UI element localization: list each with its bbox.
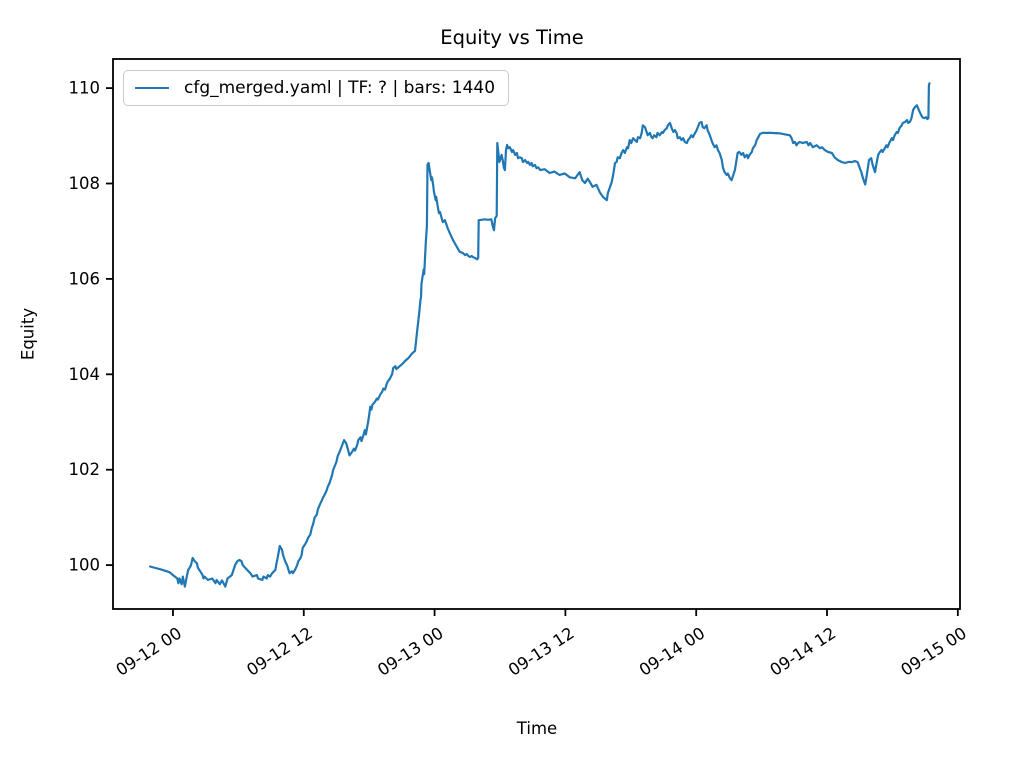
legend-line-sample-icon — [135, 87, 169, 89]
x-tick-label: 09-12 00 — [113, 623, 186, 679]
y-tick-label: 100 — [69, 556, 101, 575]
y-tick-label: 106 — [69, 269, 101, 288]
x-tick-label: 09-14 12 — [767, 623, 840, 679]
x-tick-label: 09-13 12 — [505, 623, 578, 679]
equity-line-series — [149, 82, 931, 588]
x-tick-label: 09-15 00 — [897, 623, 970, 679]
x-tick-label: 09-13 00 — [374, 623, 447, 679]
legend-label: cfg_merged.yaml | TF: ? | bars: 1440 — [184, 78, 496, 98]
y-tick-label: 104 — [69, 365, 101, 384]
x-axis-label: Time — [516, 719, 558, 738]
y-tick-label: 102 — [69, 460, 101, 479]
y-tick-label: 110 — [69, 79, 101, 98]
y-tick-label: 108 — [69, 174, 101, 193]
plot-area — [112, 58, 961, 610]
chart-title: Equity vs Time — [440, 26, 584, 49]
x-tick-label: 09-14 00 — [636, 623, 709, 679]
x-tick-label: 09-12 12 — [243, 623, 316, 679]
legend: cfg_merged.yaml | TF: ? | bars: 1440 — [123, 70, 510, 106]
y-axis-label: Equity — [18, 307, 38, 361]
